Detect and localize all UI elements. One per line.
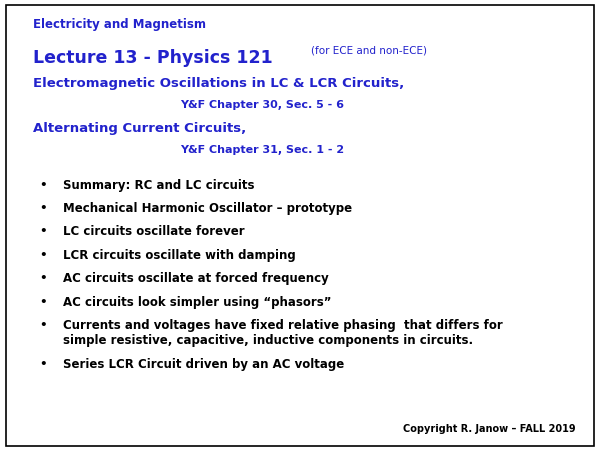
Text: •: • bbox=[39, 225, 47, 238]
Text: Y&F Chapter 30, Sec. 5 - 6: Y&F Chapter 30, Sec. 5 - 6 bbox=[180, 100, 344, 110]
Text: LC circuits oscillate forever: LC circuits oscillate forever bbox=[63, 225, 245, 238]
FancyBboxPatch shape bbox=[6, 4, 594, 446]
Text: AC circuits look simpler using “phasors”: AC circuits look simpler using “phasors” bbox=[63, 296, 331, 309]
Text: Copyright R. Janow – FALL 2019: Copyright R. Janow – FALL 2019 bbox=[403, 424, 576, 434]
Text: •: • bbox=[39, 179, 47, 192]
Text: Mechanical Harmonic Oscillator – prototype: Mechanical Harmonic Oscillator – prototy… bbox=[63, 202, 352, 215]
Text: Alternating Current Circuits,: Alternating Current Circuits, bbox=[33, 122, 246, 135]
Text: LCR circuits oscillate with damping: LCR circuits oscillate with damping bbox=[63, 249, 296, 262]
Text: •: • bbox=[39, 249, 47, 262]
Text: (for ECE and non-ECE): (for ECE and non-ECE) bbox=[311, 45, 427, 55]
Text: Currents and voltages have fixed relative phasing  that differs for
simple resis: Currents and voltages have fixed relativ… bbox=[63, 319, 503, 347]
Text: Series LCR Circuit driven by an AC voltage: Series LCR Circuit driven by an AC volta… bbox=[63, 358, 344, 371]
Text: Electricity and Magnetism: Electricity and Magnetism bbox=[33, 18, 206, 31]
Text: •: • bbox=[39, 358, 47, 371]
Text: Lecture 13 - Physics 121: Lecture 13 - Physics 121 bbox=[33, 49, 279, 67]
Text: •: • bbox=[39, 296, 47, 309]
Text: •: • bbox=[39, 202, 47, 215]
Text: AC circuits oscillate at forced frequency: AC circuits oscillate at forced frequenc… bbox=[63, 272, 329, 285]
Text: •: • bbox=[39, 272, 47, 285]
Text: Electromagnetic Oscillations in LC & LCR Circuits,: Electromagnetic Oscillations in LC & LCR… bbox=[33, 76, 404, 90]
Text: •: • bbox=[39, 319, 47, 332]
Text: Y&F Chapter 31, Sec. 1 - 2: Y&F Chapter 31, Sec. 1 - 2 bbox=[180, 145, 344, 155]
Text: Summary: RC and LC circuits: Summary: RC and LC circuits bbox=[63, 179, 254, 192]
